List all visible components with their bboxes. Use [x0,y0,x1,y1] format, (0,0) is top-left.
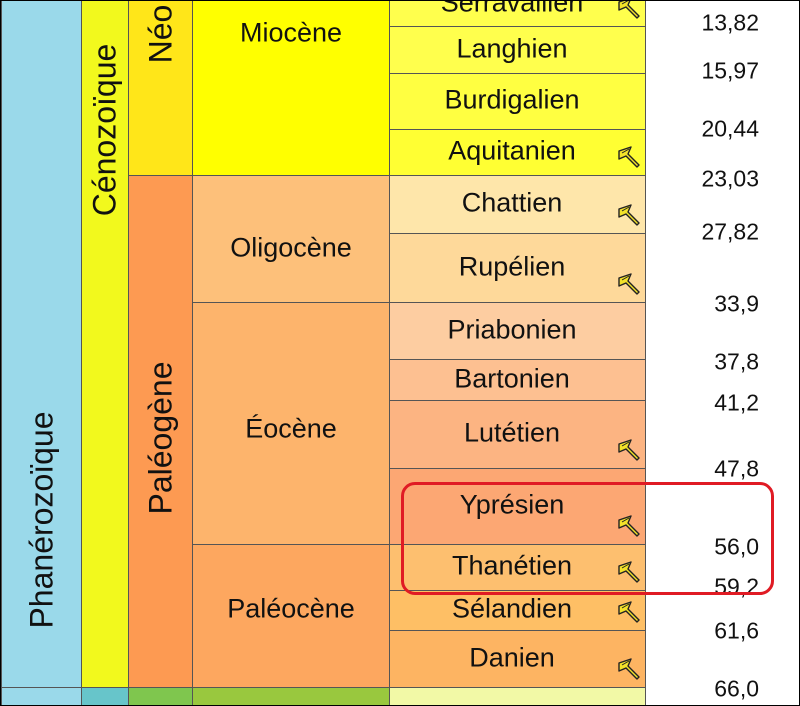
age-label: 23,03 [701,165,759,192]
age-label: 27,82 [701,218,759,245]
stage-label: Langhien [456,33,568,63]
stage-cell: Bartonien [389,359,646,400]
age-label: 15,97 [701,57,759,84]
stage-cell: Chattien [389,175,646,233]
golden-spike-icon [618,515,640,537]
epoch-eocene-label: Éocène [245,413,337,444]
stage-label: Serravallien [440,0,584,17]
age-label: 61,6 [714,617,759,644]
below-cell [81,687,128,705]
age-label: 66,0 [714,675,759,702]
age-label: 33,9 [714,290,759,317]
stage-label: Bartonien [454,363,570,393]
below-cell [128,687,192,705]
age-label: 56,0 [714,533,759,560]
stage-cell: Thanétien [389,544,646,590]
period-neogene-label: Néo [142,4,179,64]
golden-spike-icon [618,658,640,680]
stage-cell: Sélandien [389,590,646,630]
stage-cell: Burdigalien [389,73,646,129]
eon-cell: Phanérozoïque [1,1,81,687]
age-label: 20,44 [701,115,759,142]
highlight-box [401,482,774,595]
stage-cell: Langhien [389,26,646,73]
stage-cell: Lutétien [389,400,646,468]
stage-cell: Serravallien [389,0,646,26]
golden-spike-icon [618,146,640,168]
era-label: Cénozoïque [86,43,123,217]
stage-cell: Yprésien [389,468,646,544]
below-cell [389,687,646,705]
epoch-paleocene-label: Paléocène [227,593,355,624]
age-label: 41,2 [714,389,759,416]
age-label: 59,2 [714,573,759,600]
stage-label: Lutétien [463,417,561,448]
epoch-paleocene-cell: Paléocène [192,544,389,687]
epoch-oligocene-cell: Oligocène [192,175,389,302]
age-label: 13,82 [701,9,759,36]
age-label: 37,8 [714,348,759,375]
era-cell: Cénozoïque [81,1,128,687]
stage-label: Chattien [461,187,563,218]
epoch-miocene-cell: Miocène [192,1,389,175]
period-neogene-cell: Néo [128,1,192,175]
period-paleogene-label: Paléogène [142,361,179,515]
stage-label: Burdigalien [444,84,580,115]
golden-spike-icon [618,561,640,583]
period-paleogene-cell: Paléogène [128,175,192,687]
epoch-miocene-label: Miocène [239,17,343,48]
stage-label: Sélandien [451,593,573,624]
stage-cell: Danien [389,630,646,687]
golden-spike-icon [618,439,640,461]
age-label: 47,8 [714,455,759,482]
below-cell [192,687,389,705]
stage-cell: Priabonien [389,302,646,359]
epoch-eocene-cell: Éocène [192,302,389,544]
eon-label: Phanérozoïque [23,411,60,629]
stage-label: Danien [469,642,555,672]
stage-cell: Rupélien [389,233,646,302]
golden-spike-icon [618,601,640,623]
epoch-oligocene-label: Oligocène [230,232,352,263]
stage-label: Yprésien [459,489,565,520]
stage-cell: Aquitanien [389,129,646,175]
stage-label: Aquitanien [448,135,576,166]
golden-spike-icon [618,204,640,226]
stage-label: Rupélien [458,251,566,281]
golden-spike-icon [618,1,640,19]
below-cell [1,687,81,705]
stage-label: Thanétien [451,550,573,581]
stage-label: Priabonien [447,314,577,344]
golden-spike-icon [618,273,640,295]
